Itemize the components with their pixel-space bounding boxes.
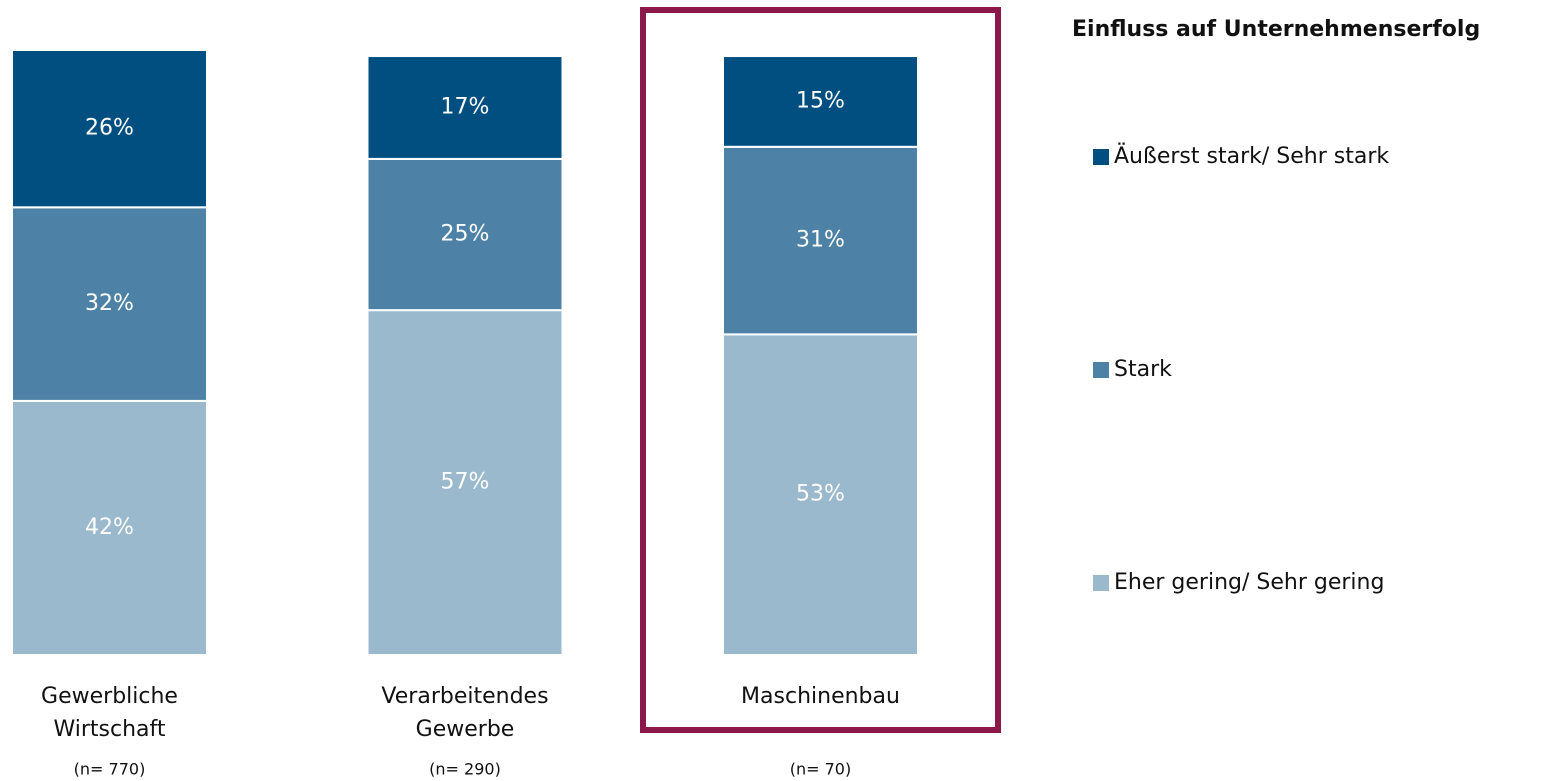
bar-segment [366, 309, 564, 656]
data-label: 42% [85, 515, 134, 540]
x-tick-label: Gewerbliche Wirtschaft [41, 684, 178, 742]
bar-segment [722, 145, 919, 336]
bar-segment [11, 49, 208, 209]
sample-size: (n= 70) [790, 760, 851, 779]
data-label: 25% [441, 222, 490, 247]
bar-segment [722, 55, 919, 148]
legend-swatch [1093, 149, 1109, 165]
data-label: 17% [441, 94, 490, 119]
legend-label: Eher gering/ Sehr gering [1114, 570, 1384, 595]
legend-title: Einfluss auf Unternehmenserfolg [1072, 17, 1480, 42]
data-label: 15% [796, 88, 845, 113]
legend-swatch [1093, 575, 1109, 591]
sample-size: (n= 290) [429, 760, 501, 779]
data-label: 57% [441, 470, 490, 495]
x-tick-label: Verarbeitendes Gewerbe [381, 684, 548, 742]
data-label: 31% [796, 228, 845, 253]
legend-label: Äußerst stark/ Sehr stark [1114, 143, 1389, 169]
x-tick-label: Maschinenbau [741, 684, 900, 709]
sample-size: (n= 770) [74, 760, 146, 779]
bar-segment [722, 333, 919, 656]
data-label: 32% [85, 291, 134, 316]
highlight-box [640, 7, 1001, 733]
bar-segment [366, 157, 564, 312]
data-label: 53% [796, 482, 845, 507]
bar-segment [11, 206, 208, 402]
bar-segment [366, 55, 564, 160]
data-label: 26% [85, 116, 134, 141]
legend-label: Stark [1114, 357, 1172, 382]
legend-swatch [1093, 362, 1109, 378]
